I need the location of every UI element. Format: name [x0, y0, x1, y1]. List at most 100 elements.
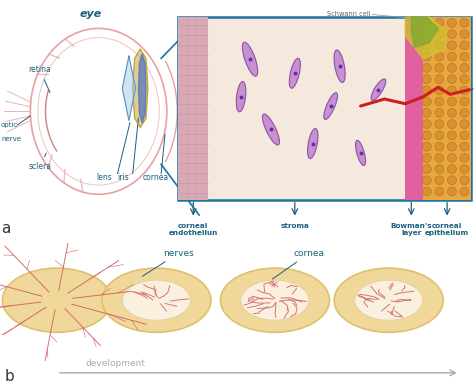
Text: Bowman's
layer: Bowman's layer — [391, 223, 432, 236]
Text: nerve: nerve — [1, 136, 21, 142]
Ellipse shape — [460, 52, 469, 61]
Polygon shape — [411, 17, 438, 48]
Ellipse shape — [460, 30, 469, 39]
Ellipse shape — [447, 52, 456, 61]
Ellipse shape — [422, 131, 431, 140]
Text: b: b — [5, 369, 15, 384]
Ellipse shape — [435, 86, 444, 95]
Bar — [405, 17, 423, 200]
Ellipse shape — [447, 74, 456, 84]
Ellipse shape — [447, 187, 456, 196]
Ellipse shape — [422, 74, 431, 84]
Ellipse shape — [460, 86, 469, 95]
Text: eye: eye — [80, 9, 102, 19]
Ellipse shape — [460, 63, 469, 72]
Ellipse shape — [422, 86, 431, 95]
Ellipse shape — [447, 176, 456, 185]
Ellipse shape — [460, 97, 469, 106]
Ellipse shape — [371, 79, 386, 100]
Circle shape — [220, 268, 329, 332]
Ellipse shape — [242, 42, 258, 76]
Circle shape — [355, 280, 423, 320]
Ellipse shape — [460, 142, 469, 151]
Ellipse shape — [422, 41, 431, 50]
Text: corneal
epithelium: corneal epithelium — [425, 223, 469, 236]
Text: stroma: stroma — [281, 223, 309, 229]
Text: iris: iris — [118, 174, 129, 182]
Text: cornea: cornea — [273, 248, 325, 279]
Ellipse shape — [356, 140, 365, 166]
Text: optic: optic — [1, 122, 18, 129]
Circle shape — [122, 280, 191, 320]
Ellipse shape — [422, 97, 431, 106]
Ellipse shape — [435, 52, 444, 61]
Polygon shape — [138, 54, 146, 123]
Ellipse shape — [422, 30, 431, 39]
Ellipse shape — [334, 50, 345, 83]
Ellipse shape — [447, 165, 456, 174]
Ellipse shape — [460, 74, 469, 84]
Ellipse shape — [460, 41, 469, 50]
Ellipse shape — [435, 165, 444, 174]
Text: a: a — [1, 222, 10, 237]
Ellipse shape — [460, 108, 469, 117]
Ellipse shape — [460, 120, 469, 129]
Ellipse shape — [435, 74, 444, 84]
Ellipse shape — [289, 58, 301, 88]
Circle shape — [241, 280, 309, 320]
Ellipse shape — [435, 131, 444, 140]
Ellipse shape — [435, 153, 444, 162]
Ellipse shape — [460, 165, 469, 174]
Ellipse shape — [422, 142, 431, 151]
Ellipse shape — [447, 97, 456, 106]
Ellipse shape — [435, 108, 444, 117]
Ellipse shape — [435, 120, 444, 129]
Text: nerves: nerves — [142, 248, 194, 276]
Ellipse shape — [422, 187, 431, 196]
Ellipse shape — [460, 153, 469, 162]
Ellipse shape — [460, 176, 469, 185]
Ellipse shape — [435, 41, 444, 50]
Text: Schwann cell: Schwann cell — [327, 10, 370, 17]
Ellipse shape — [447, 30, 456, 39]
Ellipse shape — [422, 153, 431, 162]
Ellipse shape — [422, 165, 431, 174]
Polygon shape — [405, 17, 447, 59]
Bar — [178, 17, 208, 200]
Bar — [423, 17, 471, 200]
Ellipse shape — [422, 52, 431, 61]
Ellipse shape — [435, 142, 444, 151]
Ellipse shape — [422, 120, 431, 129]
Text: retina: retina — [28, 65, 51, 93]
Polygon shape — [133, 49, 148, 127]
Text: cornea: cornea — [142, 174, 169, 182]
Ellipse shape — [237, 81, 246, 112]
Text: lens: lens — [96, 174, 112, 182]
Ellipse shape — [447, 131, 456, 140]
Ellipse shape — [422, 18, 431, 27]
Text: development: development — [85, 359, 146, 368]
Ellipse shape — [263, 114, 280, 145]
Ellipse shape — [435, 30, 444, 39]
Text: sclera: sclera — [28, 153, 52, 171]
Ellipse shape — [447, 18, 456, 27]
Ellipse shape — [447, 120, 456, 129]
Text: nerve: nerve — [470, 87, 474, 92]
Circle shape — [102, 268, 211, 332]
Polygon shape — [122, 56, 136, 121]
Ellipse shape — [435, 187, 444, 196]
Ellipse shape — [460, 131, 469, 140]
Ellipse shape — [447, 108, 456, 117]
Ellipse shape — [447, 153, 456, 162]
Ellipse shape — [435, 63, 444, 72]
Ellipse shape — [435, 18, 444, 27]
Ellipse shape — [422, 63, 431, 72]
Bar — [178, 17, 471, 200]
Ellipse shape — [324, 93, 337, 119]
Ellipse shape — [435, 97, 444, 106]
Ellipse shape — [308, 129, 318, 159]
Ellipse shape — [460, 18, 469, 27]
Ellipse shape — [447, 63, 456, 72]
Ellipse shape — [422, 176, 431, 185]
Ellipse shape — [460, 187, 469, 196]
